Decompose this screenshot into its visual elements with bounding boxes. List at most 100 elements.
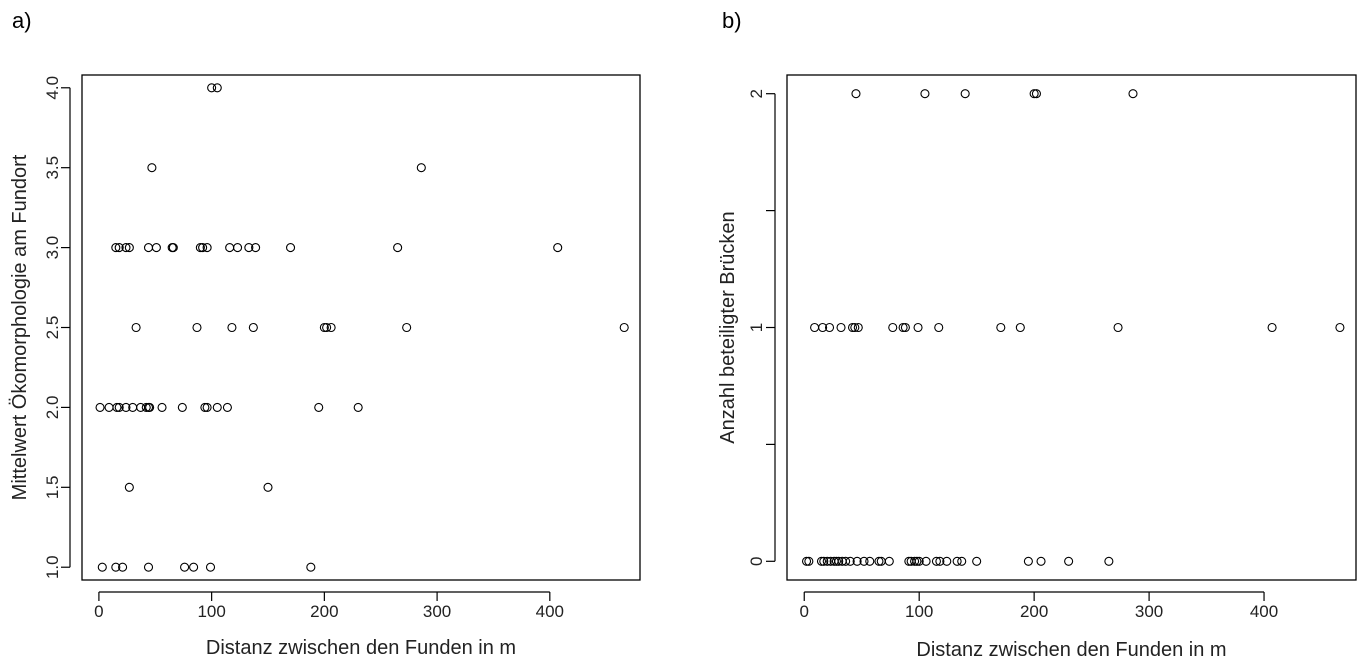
panel-a-data-point	[121, 402, 131, 412]
panel-a-data-point	[145, 402, 155, 412]
panel-a-data-point	[104, 402, 114, 412]
panel-a-data-point	[118, 562, 128, 572]
panel-a-data-point	[111, 243, 121, 253]
panel-a-x-tick-label: 200	[310, 602, 338, 621]
panel-a-data-point	[202, 243, 212, 253]
panel-a-data-point	[619, 322, 629, 333]
panel-a-data-point	[202, 402, 212, 412]
panel-b-data-point	[819, 556, 829, 566]
panel-b: b) 0 100 200 300 400 0 1 2 Distanz zwischen den F…	[717, 8, 1357, 661]
panel-a-data-point	[198, 243, 208, 253]
panel-b-y-tick-label: 2	[747, 89, 766, 98]
panel-b-data-point	[888, 322, 898, 333]
panel-a-x-axis-title: Distanz zwischen den Funden in m	[206, 637, 516, 659]
panel-a-data-point	[207, 83, 217, 93]
panel-a-data-point	[177, 402, 187, 412]
panel-a-x-tick-label: 100	[197, 602, 225, 621]
panel-b-data-point	[935, 556, 945, 566]
panel-b-data-point	[960, 89, 970, 99]
panel-a-data-point	[168, 243, 178, 253]
panel-b-data-point	[942, 556, 952, 566]
panel-a-data-point	[233, 243, 243, 253]
panel-a-y-tick-label: 2.5	[43, 316, 62, 340]
panel-b-data-point	[836, 322, 846, 333]
panel-a-plot-frame	[81, 74, 641, 581]
panel-b-data-point	[801, 556, 812, 566]
panel-a-data-point	[124, 482, 134, 492]
panel-b-data-point	[841, 556, 851, 566]
panel-b-data-point	[1023, 556, 1033, 566]
panel-b-data-point	[852, 556, 862, 566]
panel-a-data-point	[189, 562, 199, 572]
panel-b-data-point	[822, 556, 832, 566]
panel-b-data-point	[898, 322, 908, 333]
panel-a-data-point	[248, 322, 258, 333]
panel-b-data-point	[1128, 89, 1138, 99]
panel-b-data-point	[912, 556, 922, 566]
panel-b-label: b)	[722, 8, 742, 33]
panel-b-x-tick-label: 0	[800, 602, 809, 621]
panel-b-data-point	[1015, 322, 1025, 333]
panel-a-data-point	[322, 322, 332, 333]
panel-a-data-point	[97, 562, 107, 572]
panel-b-data-point	[1113, 322, 1123, 333]
panel-b-data-point	[816, 556, 827, 566]
panel-a-data-point	[200, 402, 210, 412]
panel-a-y-tick-label: 3.5	[43, 156, 62, 180]
panel-a-x-tick-label: 0	[94, 602, 103, 621]
panel-b-x-tick-label: 300	[1135, 602, 1163, 621]
panel-b-data-point	[921, 556, 931, 566]
panel-b-data-point	[1064, 556, 1074, 566]
panel-b-data-point	[884, 556, 894, 566]
panel-a-y-tick-label: 1.0	[43, 555, 62, 579]
panel-a-label: a)	[12, 8, 32, 33]
panel-b-data-point	[853, 322, 863, 333]
panel-a-data-point	[402, 322, 412, 333]
panel-a-data-point	[95, 402, 105, 412]
panel-a-data-point	[212, 402, 222, 412]
panel-b-data-point	[847, 322, 858, 333]
panel-b-x-tick-label: 200	[1020, 602, 1048, 621]
panel-b-data-point	[910, 556, 920, 566]
panel-a-data-point	[195, 243, 205, 253]
panel-b-x-axis-title: Distanz zwischen den Funden in m	[916, 639, 1226, 661]
panel-a-data-point	[244, 243, 254, 253]
panel-a-data-point	[251, 243, 261, 253]
panel-b-x-tick-label: 400	[1250, 602, 1278, 621]
panel-b-data-point	[831, 556, 841, 566]
panel-a-data-point	[353, 402, 363, 412]
panel-a-data-point	[121, 243, 131, 253]
panel-a-data-point	[114, 402, 124, 412]
panel-a-y-tick-label: 2.0	[43, 396, 62, 420]
panel-a-y-axis-title: Mittelwert Ökomorphologie am Fundort	[9, 154, 31, 500]
panel-b-data-point	[865, 556, 875, 566]
panel-a-data-point	[143, 243, 154, 253]
panel-a-data-point	[553, 243, 563, 253]
panel-b-data-point	[810, 322, 820, 333]
panel-b-y-axis-title: Anzahl beteiligter Brücken	[717, 211, 739, 443]
panel-a-data-point	[141, 402, 151, 412]
panel-a-data-point	[151, 243, 161, 253]
panel-a-data-point	[212, 83, 222, 93]
panel-b-data-point	[900, 322, 910, 333]
panel-b-data-point	[996, 322, 1006, 333]
panel-a-data-point	[112, 402, 122, 412]
panel-a-data-point	[222, 402, 232, 412]
panel-a-data-point	[285, 243, 296, 253]
panel-a-data-point	[192, 322, 202, 333]
panel-b-data-point	[1029, 89, 1039, 99]
panel-b-data-point	[859, 556, 869, 566]
panel-b-data-point	[972, 556, 982, 566]
panel-b-data-point	[1036, 556, 1046, 566]
panel-a-data-point	[114, 243, 124, 253]
panel-b-data-point	[804, 556, 814, 566]
panel-a: a) 0 100 200 300 400 1.0 1.5 2.0 2.5 3.0 3.5 4.0 Dist…	[9, 8, 641, 659]
panel-b-data-point	[1104, 556, 1114, 566]
panel-a-data-point	[319, 322, 329, 333]
panel-b-data-point	[913, 322, 923, 333]
panel-a-data-point	[180, 562, 190, 572]
panel-a-data-point	[131, 322, 141, 333]
panel-a-data-point	[124, 243, 134, 253]
panel-a-data-point	[205, 562, 216, 572]
